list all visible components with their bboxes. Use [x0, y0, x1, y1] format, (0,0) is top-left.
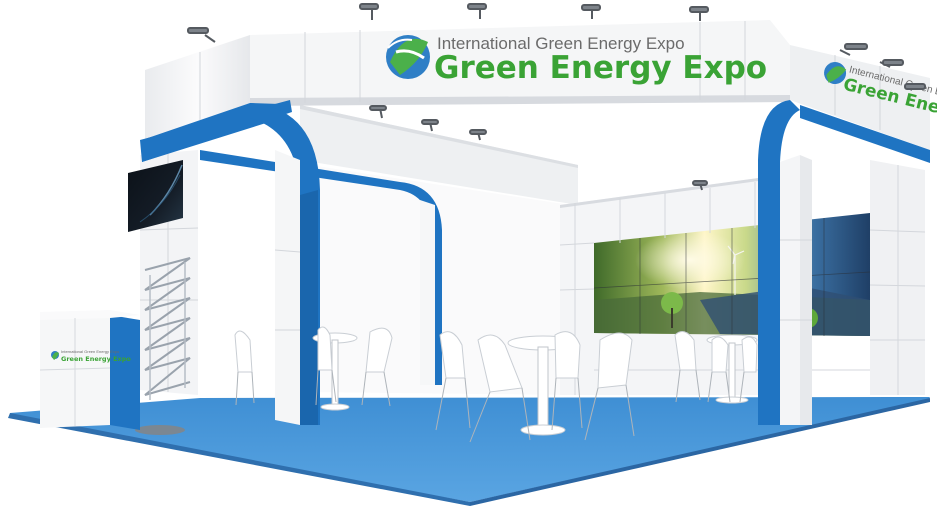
- front-left-arch: [142, 103, 320, 425]
- counter-logo-line2: Green Energy Expo: [61, 355, 131, 363]
- spotlights: [187, 3, 926, 191]
- chair: [361, 327, 393, 407]
- chair: [584, 332, 635, 441]
- header-logo: International Green Energy Expo Green En…: [386, 34, 767, 86]
- counter-logo-line1: International Green Energy Expo: [61, 349, 120, 354]
- chair: [551, 331, 583, 431]
- header-logo-line1: International Green Energy Expo: [437, 34, 685, 53]
- spotlight-icon: [187, 27, 216, 43]
- chair: [739, 336, 758, 403]
- spotlight-icon: [879, 59, 904, 68]
- globe-leaf-logo-icon: [824, 62, 847, 85]
- spotlight-icon: [369, 105, 387, 119]
- chair: [234, 330, 255, 406]
- spotlight-icon: [904, 83, 926, 91]
- chair: [469, 334, 531, 443]
- header-fascia: [145, 20, 930, 150]
- chair: [707, 336, 731, 403]
- chair: [315, 326, 337, 406]
- right-wall-panels: [559, 160, 926, 395]
- front-right-arch: [758, 100, 930, 425]
- spotlight-icon: [359, 3, 379, 20]
- floor-carpet: [8, 397, 930, 506]
- tv-monitor: [128, 160, 183, 232]
- reception-counter: International Green Energy Expo Green En…: [39, 310, 140, 430]
- chair: [674, 330, 701, 403]
- counter-logo: International Green Energy Expo Green En…: [51, 349, 131, 363]
- brochure-rack: [135, 257, 191, 435]
- spotlight-icon: [689, 6, 709, 21]
- spotlight-icon: [692, 180, 708, 191]
- spotlight-icon: [581, 4, 601, 19]
- spotlight-icon: [839, 43, 868, 56]
- chair: [435, 331, 471, 431]
- spotlight-icon: [467, 3, 487, 19]
- header-logo-line2: Green Energy Expo: [434, 50, 767, 86]
- globe-leaf-logo-icon: [386, 35, 430, 79]
- spotlight-icon: [421, 119, 439, 132]
- spotlight-icon: [469, 129, 487, 141]
- furniture: [234, 326, 758, 443]
